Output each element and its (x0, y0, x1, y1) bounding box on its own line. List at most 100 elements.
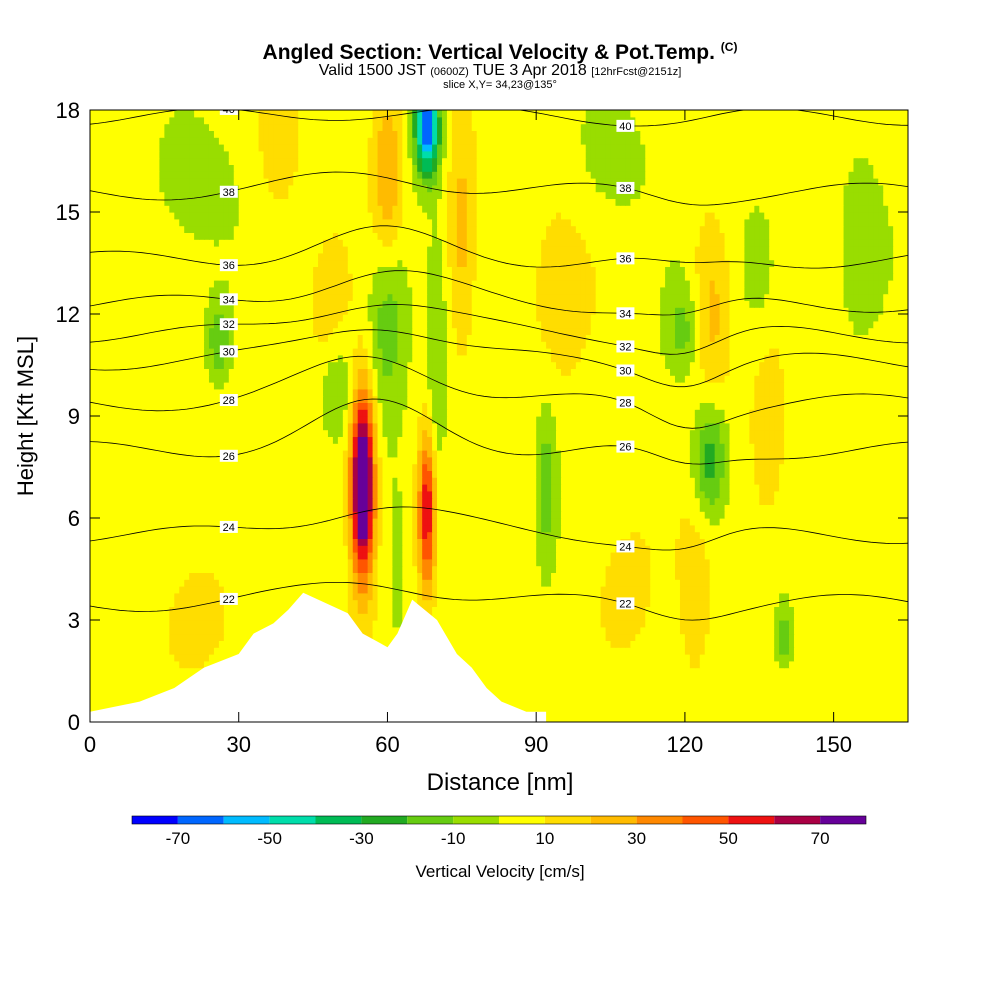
field-cell (446, 579, 453, 587)
field-cell (94, 633, 101, 641)
field-cell (798, 586, 805, 594)
field-cell (903, 579, 908, 587)
field-cell (833, 599, 840, 607)
field-cell (471, 660, 478, 669)
field-cell (759, 667, 765, 675)
field-cell (501, 626, 508, 635)
field-cell (159, 565, 165, 573)
field-cell (441, 620, 448, 628)
field-cell (407, 538, 413, 546)
field-cell (194, 538, 200, 546)
field-cell (208, 538, 215, 546)
field-cell (585, 586, 592, 594)
field-cell (888, 626, 894, 635)
field-cell (541, 572, 547, 580)
field-cell (789, 681, 795, 689)
field-cell (268, 620, 275, 628)
field-cell (729, 518, 736, 526)
field-cell (556, 626, 562, 635)
field-cell (506, 579, 512, 587)
field-cell (412, 572, 418, 580)
field-cell (109, 667, 116, 675)
field-cell (194, 579, 200, 587)
field-cell (888, 620, 894, 628)
field-cell (704, 524, 711, 533)
field-cell (615, 592, 622, 601)
field-cell (119, 552, 126, 560)
field-cell (114, 647, 121, 655)
field-cell (565, 558, 572, 567)
field-cell (278, 552, 284, 560)
field-cell (99, 511, 106, 519)
field-cell (427, 552, 433, 560)
field-cell (893, 586, 899, 594)
field-cell (318, 538, 324, 546)
field-cell (853, 654, 860, 662)
field-cell (674, 558, 681, 567)
field-cell (793, 592, 800, 601)
field-cell (793, 647, 800, 655)
field-cell (139, 606, 146, 614)
field-cell (134, 681, 141, 689)
field-cell (382, 586, 389, 594)
field-cell (511, 538, 517, 546)
field-cell (655, 586, 661, 594)
field-cell (476, 626, 483, 635)
field-cell (570, 545, 577, 553)
field-cell (674, 599, 681, 607)
field-cell (719, 701, 726, 709)
field-cell (531, 674, 537, 682)
field-cell (774, 633, 780, 641)
field-cell (491, 538, 498, 546)
field-cell (709, 579, 716, 587)
field-cell (694, 538, 701, 546)
field-cell (818, 620, 825, 628)
field-cell (248, 620, 255, 628)
field-cell (828, 613, 835, 621)
field-cell (491, 688, 498, 696)
field-cell (739, 586, 745, 594)
field-cell (729, 592, 736, 601)
field-cell (610, 599, 617, 607)
field-cell (833, 545, 840, 553)
field-cell (903, 626, 908, 635)
field-cell (238, 545, 245, 553)
field-cell (154, 599, 161, 607)
field-cell (848, 688, 855, 696)
field-cell (605, 626, 612, 635)
field-cell (531, 572, 537, 580)
field-cell (684, 531, 691, 539)
field-cell (655, 674, 661, 682)
field-cell (665, 579, 671, 587)
field-cell (109, 579, 116, 587)
field-cell (630, 681, 636, 689)
field-cell (516, 558, 522, 567)
field-cell (893, 633, 899, 641)
field-cell (585, 674, 592, 682)
field-cell (551, 660, 557, 669)
field-cell (630, 592, 636, 601)
field-cell (769, 531, 775, 539)
field-cell (605, 674, 612, 682)
field-cell (179, 633, 185, 641)
field-cell (774, 586, 780, 594)
field-cell (551, 524, 557, 533)
field-cell (94, 660, 101, 669)
field-cell (843, 674, 850, 682)
field-cell (754, 579, 760, 587)
field-cell (625, 626, 631, 635)
field-cell (898, 531, 904, 539)
field-cell (461, 558, 468, 567)
field-cell (352, 572, 359, 580)
field-cell (90, 552, 96, 560)
field-cell (551, 599, 557, 607)
field-cell (679, 565, 686, 573)
field-cell (159, 633, 165, 641)
field-cell (724, 606, 731, 614)
field-cell (263, 599, 270, 607)
field-cell (793, 552, 800, 560)
field-cell (278, 545, 284, 553)
field-cell (903, 633, 908, 641)
field-cell (243, 606, 250, 614)
field-cell (615, 667, 622, 675)
